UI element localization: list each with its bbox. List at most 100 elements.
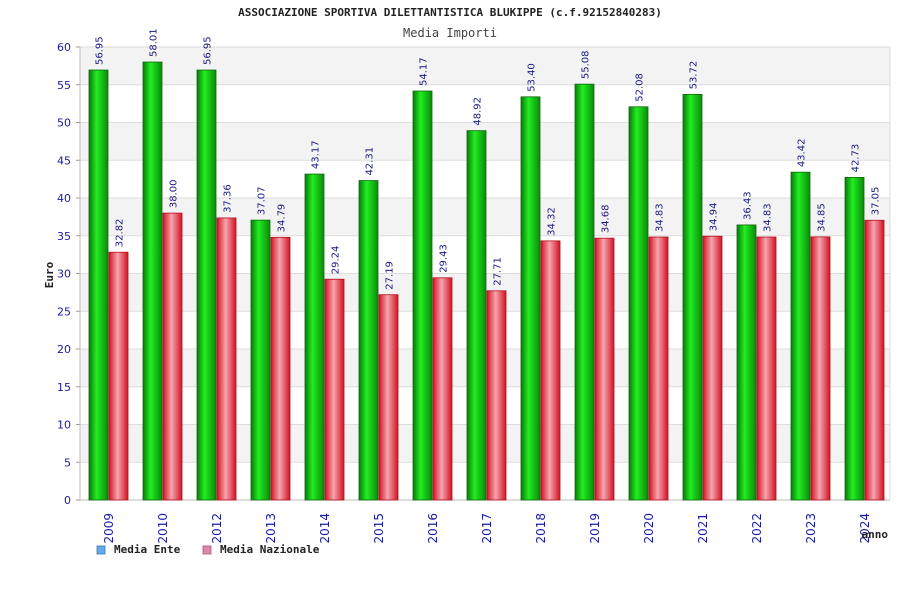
bar-media-ente: [628, 106, 649, 501]
bar-media-nazionale: [432, 277, 453, 501]
y-tick-label: 5: [64, 456, 71, 469]
x-tick-label: 2016: [426, 513, 440, 544]
data-label: 56.95: [95, 36, 106, 65]
data-label: 55.08: [581, 51, 592, 80]
data-label: 34.94: [709, 203, 720, 232]
bar-media-ente: [790, 171, 811, 501]
y-tick-label: 15: [57, 381, 71, 394]
y-tick-label: 35: [57, 230, 71, 243]
x-tick-label: 2019: [588, 513, 602, 544]
x-tick-label: 2022: [750, 513, 764, 544]
y-tick-label: 45: [57, 154, 71, 167]
bar-media-nazionale: [810, 236, 831, 501]
y-tick-label: 55: [57, 79, 71, 92]
data-label: 37.05: [871, 187, 882, 216]
legend-label-nazionale: Media Nazionale: [220, 543, 320, 556]
bar-media-ente: [250, 219, 271, 501]
y-tick-label: 40: [57, 192, 71, 205]
x-tick-label: 2010: [156, 513, 170, 544]
bar-media-ente: [844, 176, 865, 501]
bar-media-ente: [412, 90, 433, 501]
data-label: 34.79: [277, 204, 288, 233]
bar-media-ente: [88, 69, 109, 501]
data-label: 27.19: [385, 261, 396, 290]
data-label: 34.32: [547, 207, 558, 236]
x-tick-label: 2009: [102, 513, 116, 544]
data-label: 43.42: [797, 139, 808, 168]
data-label: 56.95: [203, 36, 214, 65]
bar-media-ente: [520, 96, 541, 501]
x-tick-label: 2014: [318, 513, 332, 544]
bar-media-nazionale: [702, 235, 723, 501]
legend-swatch-ente: [96, 545, 106, 555]
y-axis-label: Euro: [43, 261, 56, 288]
y-tick-label: 20: [57, 343, 71, 356]
bar-media-nazionale: [486, 290, 507, 501]
bar-media-nazionale: [324, 278, 345, 501]
data-label: 27.71: [493, 257, 504, 286]
x-tick-label: 2023: [804, 513, 818, 544]
y-tick-label: 50: [57, 117, 71, 130]
legend-label-ente: Media Ente: [114, 543, 181, 556]
chart-title: ASSOCIAZIONE SPORTIVA DILETTANTISTICA BL…: [238, 6, 662, 19]
y-tick-label: 30: [57, 268, 71, 281]
x-tick-label: 2020: [642, 513, 656, 544]
data-label: 52.08: [635, 73, 646, 102]
bar-media-ente: [196, 69, 217, 501]
bar-media-ente: [574, 83, 595, 501]
bar-media-ente: [358, 180, 379, 501]
bar-media-ente: [682, 94, 703, 501]
bar-media-nazionale: [756, 236, 777, 501]
value-labels: 56.95 32.82 58.01 38.00 56.95 37.36 37.07 34.79…: [95, 28, 882, 289]
data-label: 29.43: [439, 244, 450, 273]
x-tick-label: 2013: [264, 513, 278, 544]
bar-media-nazionale: [648, 236, 669, 501]
data-label: 29.24: [331, 246, 342, 275]
bar-media-ente: [736, 224, 757, 501]
x-tick-label: 2021: [696, 513, 710, 544]
data-label: 42.31: [365, 147, 376, 176]
y-tick-label: 0: [64, 494, 71, 507]
bar-media-ente: [466, 130, 487, 501]
data-label: 34.68: [601, 205, 612, 234]
bar-media-ente: [304, 173, 325, 501]
bar-media-nazionale: [594, 237, 615, 501]
legend: Media Ente Media Nazionale: [96, 543, 320, 556]
x-tick-label: 2017: [480, 513, 494, 544]
data-label: 53.40: [527, 63, 538, 92]
bar-media-nazionale: [216, 217, 237, 501]
bar-media-nazionale: [864, 219, 885, 501]
bar-media-nazionale: [270, 236, 291, 501]
data-label: 53.72: [689, 61, 700, 90]
data-label: 32.82: [115, 219, 126, 248]
y-tick-label: 10: [57, 419, 71, 432]
data-label: 37.36: [223, 184, 234, 213]
x-tick-label: 2012: [210, 513, 224, 544]
bar-media-nazionale: [378, 294, 399, 501]
x-tick-label: 2015: [372, 513, 386, 544]
x-tick-label: 2018: [534, 513, 548, 544]
data-label: 36.43: [743, 191, 754, 220]
data-label: 38.00: [169, 179, 180, 208]
x-tick-label: 2024: [858, 513, 872, 544]
data-label: 42.73: [851, 144, 862, 173]
y-tick-label: 25: [57, 305, 71, 318]
data-label: 37.07: [257, 186, 268, 215]
bar-media-ente: [142, 61, 163, 501]
y-tick-label: 60: [57, 41, 71, 54]
data-label: 54.17: [419, 57, 430, 86]
bar-media-nazionale: [540, 240, 561, 501]
data-label: 48.92: [473, 97, 484, 126]
bar-media-nazionale: [108, 251, 129, 501]
data-label: 43.17: [311, 140, 322, 169]
bar-media-nazionale: [162, 212, 183, 501]
tick-labels: 0 5 10 15 20 25 30 35 40 45 50 55 60 2009 2010 2012 2013…: [57, 41, 872, 544]
data-label: 34.85: [817, 203, 828, 232]
legend-swatch-nazionale: [202, 545, 212, 555]
bars: [88, 61, 885, 501]
chart-subtitle: Media Importi: [403, 26, 497, 40]
data-label: 34.83: [763, 203, 774, 232]
x-axis-label: anno: [862, 528, 889, 541]
data-label: 58.01: [149, 28, 160, 57]
